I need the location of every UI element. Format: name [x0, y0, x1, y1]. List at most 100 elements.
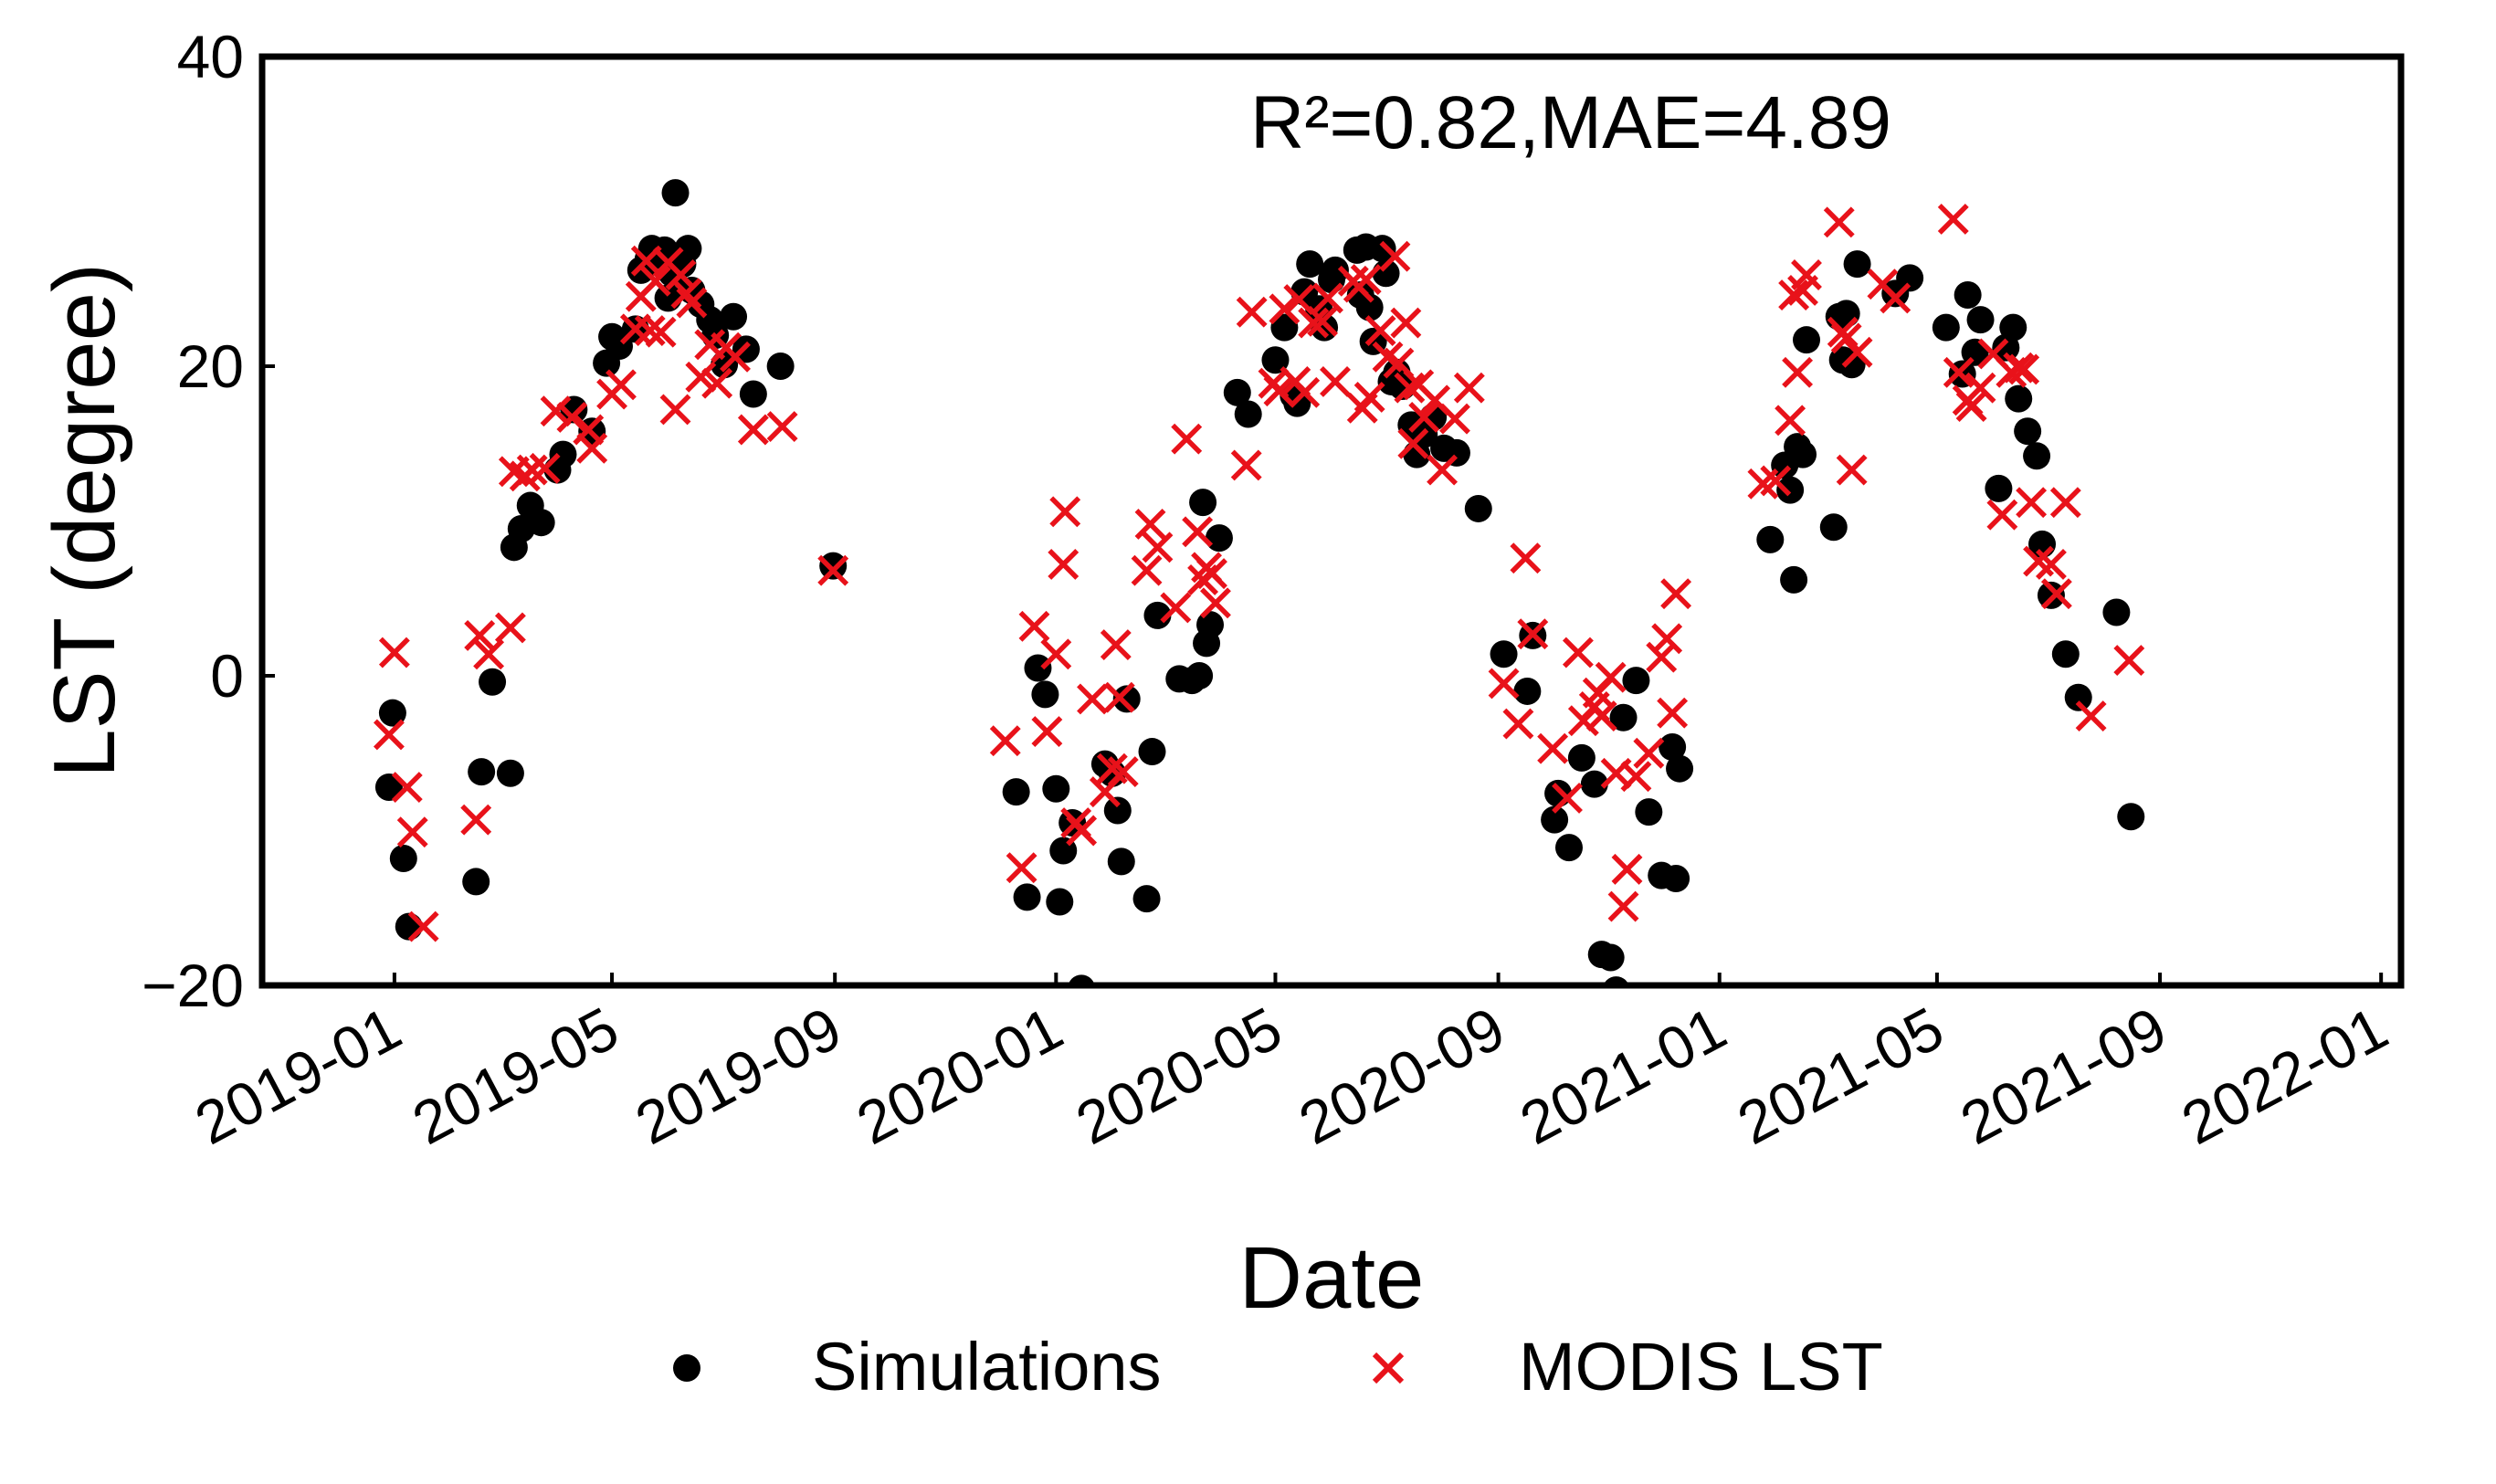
data-point-modis-lst — [1841, 336, 1873, 368]
data-point-simulations — [479, 668, 507, 696]
data-point-simulations — [496, 759, 524, 787]
data-point-simulations — [661, 179, 690, 207]
data-point-simulations — [1368, 235, 1396, 263]
plot-frame — [258, 53, 2405, 989]
data-point-modis-lst — [1778, 279, 1810, 310]
data-point-modis-lst — [665, 259, 697, 290]
data-point-simulations — [468, 758, 496, 786]
data-point-simulations — [819, 552, 848, 580]
data-point-modis-lst — [516, 454, 548, 486]
data-point-simulations — [2037, 581, 2065, 609]
data-point-simulations — [1283, 389, 1311, 417]
data-point-modis-lst — [464, 619, 496, 651]
data-point-modis-lst — [2016, 487, 2048, 519]
data-point-modis-lst — [1350, 264, 1382, 296]
legend-label-simulations: Simulations — [812, 1329, 1162, 1405]
data-point-simulations — [739, 380, 767, 408]
data-point-modis-lst — [1107, 756, 1139, 788]
data-point-modis-lst — [989, 725, 1021, 757]
data-point-modis-lst — [1646, 641, 1678, 673]
data-point-modis-lst — [2003, 352, 2035, 384]
data-point-simulations — [1355, 293, 1384, 321]
data-point-modis-lst — [473, 638, 505, 670]
data-point-simulations — [1031, 680, 1059, 709]
data-point-modis-lst — [1049, 496, 1081, 528]
data-point-modis-lst — [1502, 708, 1534, 740]
data-point-modis-lst — [556, 401, 588, 433]
data-point-simulations — [1490, 640, 1518, 668]
data-point-modis-lst — [1408, 401, 1440, 433]
data-point-modis-lst — [576, 432, 608, 464]
data-point-modis-lst — [1964, 372, 1996, 404]
data-point-modis-lst — [1236, 296, 1268, 328]
y-axis-ticks: −20 0 20 40 — [142, 23, 275, 1019]
data-point-modis-lst — [1200, 587, 1231, 619]
data-point-modis-lst — [1364, 315, 1396, 346]
data-point-modis-lst — [2040, 578, 2072, 610]
data-point-simulations — [1189, 489, 1217, 517]
data-points — [373, 179, 2145, 985]
data-point-simulations — [1270, 313, 1299, 342]
data-point-modis-lst — [2008, 353, 2040, 385]
data-point-modis-lst — [1018, 610, 1050, 642]
data-point-modis-lst — [1269, 293, 1301, 325]
data-point-simulations — [1985, 474, 2013, 502]
data-point-modis-lst — [2035, 549, 2067, 580]
data-point-modis-lst — [1760, 465, 1792, 497]
data-point-simulations — [395, 912, 423, 941]
data-point-modis-lst — [1510, 542, 1542, 574]
data-point-modis-lst — [1660, 578, 1692, 610]
data-point-modis-lst — [1040, 638, 1072, 670]
legend-label-modis-lst: MODIS LST — [1519, 1329, 1883, 1405]
data-point-modis-lst — [1096, 753, 1128, 784]
data-point-modis-lst — [1439, 403, 1470, 435]
data-point-simulations — [1234, 400, 1262, 428]
data-point-simulations — [1843, 250, 1871, 279]
data-point-simulations — [1464, 494, 1492, 522]
data-point-simulations — [374, 774, 403, 802]
y-tick-label: 40 — [177, 23, 244, 90]
data-point-modis-lst — [1836, 454, 1868, 486]
data-point-simulations — [1776, 476, 1805, 504]
data-point-modis-lst — [1791, 259, 1822, 290]
data-point-simulations — [1622, 667, 1650, 695]
data-point-simulations — [1321, 256, 1349, 284]
data-point-modis-lst — [701, 367, 733, 399]
data-point-modis-lst — [1488, 668, 1520, 700]
data-point-simulations — [1659, 732, 1687, 761]
data-point-simulations — [1013, 883, 1041, 911]
data-point-modis-lst — [720, 341, 751, 373]
data-point-modis-lst — [737, 414, 769, 446]
data-point-simulations — [1261, 346, 1290, 374]
data-point-simulations — [1819, 513, 1848, 542]
data-point-modis-lst — [1379, 240, 1411, 272]
data-point-modis-lst — [1394, 372, 1426, 404]
data-point-modis-lst — [1006, 852, 1037, 884]
data-point-modis-lst — [1620, 761, 1652, 793]
data-point-simulations — [1205, 524, 1233, 553]
data-point-simulations — [1296, 250, 1324, 279]
data-point-modis-lst — [1775, 405, 1806, 437]
data-point-modis-lst — [2113, 645, 2145, 676]
data-point-simulations — [1966, 306, 1995, 334]
data-point-simulations — [1513, 677, 1542, 705]
data-point-modis-lst — [1307, 305, 1339, 337]
data-point-simulations — [1185, 662, 1214, 689]
data-point-simulations — [1046, 888, 1074, 916]
data-point-modis-lst — [1320, 366, 1351, 397]
data-point-modis-lst — [1651, 623, 1683, 655]
data-point-modis-lst — [659, 394, 691, 426]
data-point-simulations — [1793, 326, 1821, 354]
data-point-simulations — [1932, 313, 1960, 342]
data-point-simulations — [527, 509, 555, 537]
data-point-modis-lst — [639, 265, 671, 297]
data-point-simulations — [1138, 738, 1166, 766]
data-point-simulations — [1555, 834, 1584, 862]
data-point-modis-lst — [396, 816, 428, 848]
data-point-modis-lst — [1607, 890, 1639, 922]
data-point-modis-lst — [634, 315, 666, 346]
data-point-modis-lst — [529, 452, 561, 484]
data-point-simulations — [674, 235, 702, 263]
data-point-modis-lst — [1289, 376, 1321, 408]
data-point-modis-lst — [1453, 372, 1485, 404]
